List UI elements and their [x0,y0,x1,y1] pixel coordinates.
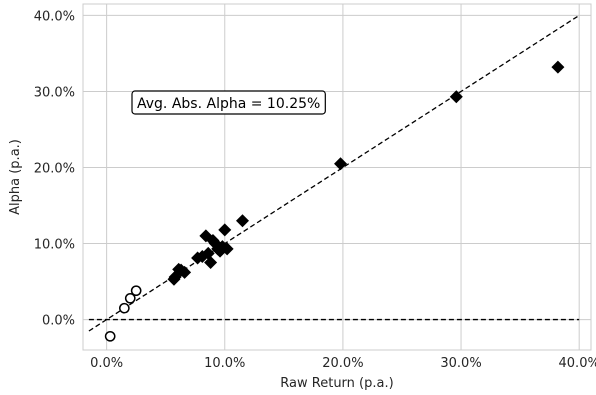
x-tick-label: 20.0% [322,356,363,371]
y-tick-labels: 0.0% 10.0% 20.0% 30.0% 40.0% [34,9,75,328]
y-tick-label: 20.0% [34,161,75,176]
x-tick-labels: 0.0% 10.0% 20.0% 30.0% 40.0% [90,356,596,371]
data-point-diamond [551,60,565,74]
annotation-text: Avg. Abs. Alpha = 10.25% [137,96,320,112]
data-point-diamond [235,214,249,228]
y-axis-title: Alpha (p.a.) [8,139,23,215]
data-point-circle [118,302,130,314]
y-tick-label: 10.0% [34,238,75,253]
data-point-circle [130,285,142,297]
annotation-box [131,90,326,115]
data-point-diamond [334,157,348,171]
x-tick-label: 10.0% [204,356,245,371]
x-axis-title: Raw Return (p.a.) [280,376,393,391]
x-tick-label: 30.0% [440,356,481,371]
reference-lines [88,14,580,332]
identity-reference-line [88,14,580,332]
data-point-circle [104,330,116,342]
x-tick-label: 40.0% [559,356,596,371]
plot-frame [82,3,592,351]
data-point-diamond [204,256,218,270]
y-tick-label: 30.0% [34,85,75,100]
data-point-diamond [449,90,463,104]
data-point-circle [124,292,136,304]
data-point-diamond [178,265,192,279]
data-points [104,60,565,342]
data-point-diamond [220,242,234,256]
data-point-diamond [201,246,215,260]
y-tick-label: 0.0% [42,314,75,329]
x-tick-label: 0.0% [90,356,123,371]
annotation: Avg. Abs. Alpha = 10.25% [131,90,326,115]
grid [83,4,591,350]
y-tick-label: 40.0% [34,9,75,24]
data-point-diamond [195,249,209,263]
data-point-diamond [218,223,232,237]
